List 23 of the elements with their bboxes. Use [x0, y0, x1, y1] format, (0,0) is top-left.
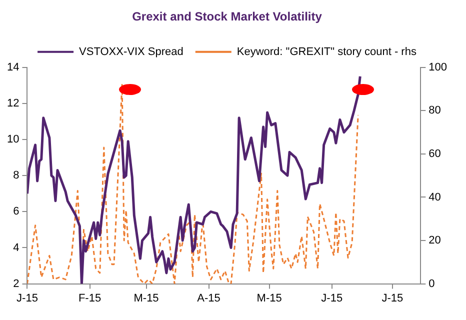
y2-tick-label: 0	[428, 278, 435, 290]
legend-label: Keyword: "GREXIT" story count - rhs	[236, 46, 417, 58]
y2-tick-label: 60	[428, 148, 441, 160]
x-tick-label: A-15	[197, 292, 220, 304]
legend-label: VSTOXX-VIX Spread	[79, 46, 184, 58]
y-tick-label: 4	[13, 242, 20, 254]
y-tick-label: 8	[13, 170, 20, 182]
y-tick-label: 12	[6, 98, 20, 110]
y-tick-label: 6	[13, 206, 20, 218]
chart-title: Grexit and Stock Market Volatility	[132, 10, 322, 24]
y2-tick-label: 40	[428, 191, 441, 204]
x-tick-label: J-15	[321, 292, 343, 304]
x-tick-label: M-15	[134, 292, 159, 304]
y2-tick-label: 20	[428, 234, 441, 247]
y2-tick-label: 80	[428, 104, 441, 117]
x-tick-label: M-15	[256, 292, 282, 304]
x-tick-label: J-15	[16, 292, 38, 304]
x-tick-label: J-15	[382, 292, 404, 304]
y-tick-label: 14	[6, 61, 20, 74]
x-tick-label: F-15	[78, 292, 102, 304]
y-tick-label: 10	[6, 134, 20, 146]
y2-tick-label: 100	[428, 61, 448, 74]
y-tick-label: 2	[13, 278, 20, 290]
